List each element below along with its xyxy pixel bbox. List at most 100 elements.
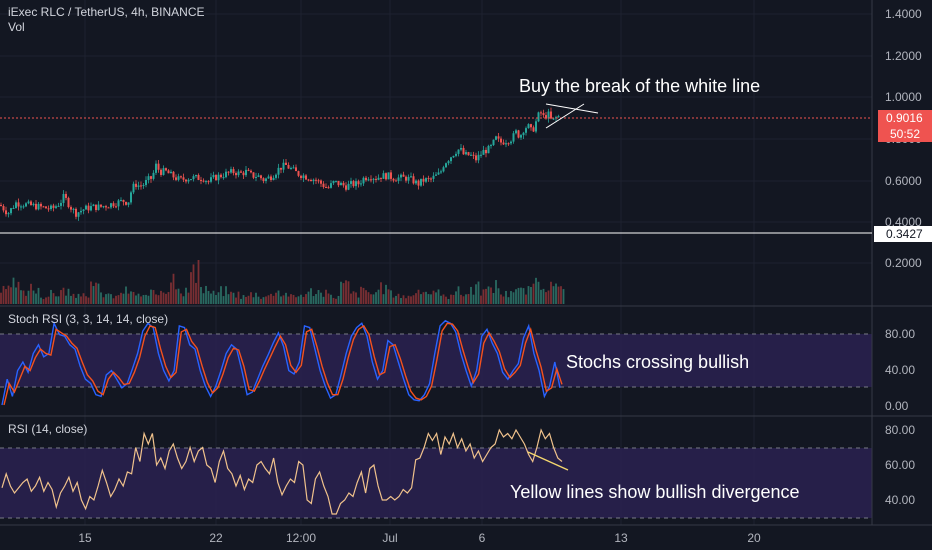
candle-body: [405, 176, 407, 181]
candle-body: [372, 178, 375, 180]
candle-body: [242, 172, 245, 176]
candle-body: [70, 207, 72, 210]
candle-body: [87, 205, 90, 211]
candle-body: [387, 172, 390, 180]
chart-symbol[interactable]: iExec RLC / TetherUS, 4h, BINANCE: [8, 5, 205, 19]
volume-bar: [392, 297, 395, 304]
rsi-title[interactable]: RSI (14, close): [8, 422, 87, 436]
candle-body: [222, 177, 225, 179]
price-tick: 0.6000: [885, 174, 922, 188]
volume-bar: [352, 291, 355, 304]
volume-bar: [302, 296, 305, 304]
time-axis[interactable]: 15 22 12:00 Jul 6 13 20: [78, 531, 761, 545]
candle-body: [375, 178, 377, 180]
candle-body: [92, 204, 95, 207]
candle-body: [17, 202, 20, 207]
candle-body: [235, 173, 237, 176]
candle-body: [122, 199, 125, 202]
rsi-band: [0, 448, 872, 518]
candle-body: [137, 185, 140, 187]
volume-bar: [95, 282, 97, 304]
volume-bar: [350, 293, 352, 304]
candle-body: [160, 169, 162, 175]
candle-body: [10, 208, 12, 214]
candle-body: [110, 203, 112, 208]
candle-body: [197, 175, 200, 180]
volume-bar: [125, 286, 127, 304]
volume-bar: [295, 297, 297, 304]
candle-body: [330, 183, 332, 188]
volume-bar: [340, 281, 342, 304]
candle-body: [170, 171, 172, 174]
candle-body: [192, 176, 195, 180]
volume-bar: [322, 296, 325, 304]
volume-bar: [530, 286, 532, 304]
candle-body: [517, 130, 520, 138]
volume-bar: [270, 293, 272, 304]
candle-body: [535, 121, 537, 132]
candle-body: [350, 181, 352, 184]
candle-body: [345, 185, 347, 190]
candle-body: [442, 167, 445, 172]
volume-bar: [520, 287, 522, 304]
price-tick: 1.0000: [885, 90, 922, 104]
volume-bar: [417, 289, 420, 304]
candle-body: [507, 143, 510, 145]
stoch-rsi-title[interactable]: Stoch RSI (3, 3, 14, 14, close): [8, 312, 168, 326]
volume-bar: [255, 292, 257, 304]
annotation-price[interactable]: Buy the break of the white line: [519, 76, 760, 96]
volume-bar: [275, 292, 277, 304]
annotation-stoch[interactable]: Stochs crossing bullish: [566, 352, 749, 372]
candle-body: [227, 171, 230, 173]
candle-body: [32, 203, 35, 206]
volume-bar: [210, 293, 212, 304]
volume-bar: [562, 289, 565, 304]
volume-bar: [420, 294, 422, 304]
volume-bar: [477, 281, 480, 304]
volume-bar: [467, 294, 470, 304]
candle-body: [180, 176, 182, 178]
volume-bar: [105, 294, 107, 304]
candle-body: [102, 206, 105, 208]
volume-bar: [555, 283, 557, 304]
volume-bar: [30, 283, 32, 304]
candle-body: [395, 180, 397, 182]
volume-bar: [262, 297, 265, 304]
stoch-axis[interactable]: 80.00 40.00 0.00: [885, 327, 915, 413]
candle-body: [470, 154, 472, 156]
candle-body: [547, 111, 550, 119]
candle-body: [332, 180, 335, 184]
candle-body: [20, 206, 22, 208]
volume-bar: [480, 295, 482, 304]
candle-body: [385, 173, 387, 180]
candle-body: [162, 168, 165, 175]
candle-body: [200, 179, 202, 181]
volume-bar: [40, 297, 42, 304]
volume-bar: [495, 280, 497, 304]
volume-bar: [532, 283, 535, 304]
volume-bar: [92, 286, 95, 304]
candle-body: [257, 175, 260, 177]
volume-bar: [90, 281, 92, 304]
volume-bar: [432, 290, 435, 304]
candle-body: [447, 161, 450, 164]
price-tick: 0.4000: [885, 215, 922, 229]
price-axis[interactable]: 1.4000 1.2000 1.0000 0.8000 0.6000 0.400…: [885, 7, 922, 270]
volume-bar: [510, 291, 512, 304]
triangle-drawing[interactable]: [545, 103, 599, 129]
rsi-axis[interactable]: 80.00 60.00 40.00: [885, 423, 915, 507]
candle-body: [460, 147, 462, 150]
candle-body: [15, 202, 17, 208]
candle-body: [77, 212, 80, 217]
volume-bar: [5, 289, 7, 304]
volume-bar: [227, 294, 230, 304]
volume-bar: [195, 282, 197, 304]
volume-bar: [162, 292, 165, 304]
annotation-rsi[interactable]: Yellow lines show bullish divergence: [510, 482, 800, 502]
candle-body: [422, 178, 425, 182]
volume-bar: [362, 287, 365, 304]
divergence-line[interactable]: [527, 451, 569, 471]
volume-bar: [402, 295, 405, 304]
candle-body: [450, 157, 452, 162]
